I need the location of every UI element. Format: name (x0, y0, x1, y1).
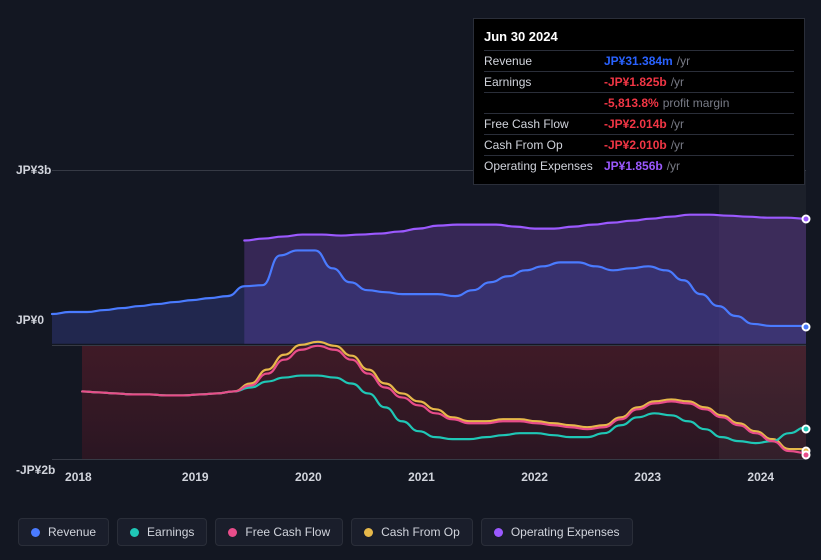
tooltip-row-label: Free Cash Flow (484, 117, 604, 131)
tooltip-date: Jun 30 2024 (484, 25, 794, 50)
tooltip-row-value: JP¥1.856b (604, 159, 663, 173)
legend-item-cash-from-op[interactable]: Cash From Op (351, 518, 473, 546)
x-axis-tick: 2020 (295, 470, 322, 484)
tooltip-row-label: Earnings (484, 75, 604, 89)
tooltip-row-suffix: /yr (671, 138, 684, 152)
tooltip-subrow: -5,813.8% profit margin (484, 92, 794, 113)
legend-dot-icon (130, 528, 139, 537)
legend-item-revenue[interactable]: Revenue (18, 518, 109, 546)
legend-dot-icon (494, 528, 503, 537)
tooltip-subrow-value: -5,813.8% (604, 96, 659, 110)
legend-item-earnings[interactable]: Earnings (117, 518, 207, 546)
tooltip-row: Earnings-JP¥1.825b/yr (484, 71, 794, 92)
legend-item-free-cash-flow[interactable]: Free Cash Flow (215, 518, 343, 546)
legend-label: Operating Expenses (511, 525, 620, 539)
tooltip-row: Operating ExpensesJP¥1.856b/yr (484, 155, 794, 176)
tooltip-row: Free Cash Flow-JP¥2.014b/yr (484, 113, 794, 134)
tooltip-row-suffix: /yr (667, 159, 680, 173)
legend-dot-icon (31, 528, 40, 537)
tooltip-row-label: Operating Expenses (484, 159, 604, 173)
series-end-marker (802, 323, 811, 332)
x-axis: 2018 2019 2020 2021 2022 2023 2024 (52, 470, 806, 490)
x-axis-tick: 2018 (65, 470, 92, 484)
x-axis-tick: 2021 (408, 470, 435, 484)
x-axis-tick: 2024 (747, 470, 774, 484)
legend-dot-icon (364, 528, 373, 537)
legend-label: Cash From Op (381, 525, 460, 539)
legend-label: Free Cash Flow (245, 525, 330, 539)
financials-chart[interactable]: JP¥3bJP¥0-JP¥2b 201820192020202120222023… (16, 170, 806, 476)
x-axis-tick: 2023 (634, 470, 661, 484)
tooltip-row-value: -JP¥2.010b (604, 138, 667, 152)
series-line-free-cash-flow (82, 346, 806, 453)
y-axis-label: JP¥3b (16, 163, 51, 177)
series-svg (52, 171, 806, 459)
tooltip-row-suffix: /yr (671, 117, 684, 131)
y-axis-label: -JP¥2b (16, 463, 55, 477)
legend-label: Revenue (48, 525, 96, 539)
series-line-earnings (82, 376, 806, 444)
legend: Revenue Earnings Free Cash Flow Cash From O… (18, 518, 633, 546)
tooltip-row: RevenueJP¥31.384m/yr (484, 50, 794, 71)
tooltip-row-label: Revenue (484, 54, 604, 68)
data-tooltip: Jun 30 2024 RevenueJP¥31.384m/yrEarnings… (473, 18, 805, 185)
tooltip-row-value: JP¥31.384m (604, 54, 673, 68)
tooltip-row: Cash From Op-JP¥2.010b/yr (484, 134, 794, 155)
y-axis-label: JP¥0 (16, 313, 44, 327)
legend-label: Earnings (147, 525, 194, 539)
legend-dot-icon (228, 528, 237, 537)
tooltip-subrow-suffix: profit margin (663, 96, 730, 110)
tooltip-row-suffix: /yr (671, 75, 684, 89)
series-end-marker (802, 425, 811, 434)
tooltip-row-value: -JP¥2.014b (604, 117, 667, 131)
legend-item-operating-expenses[interactable]: Operating Expenses (481, 518, 633, 546)
tooltip-row-suffix: /yr (677, 54, 690, 68)
x-axis-tick: 2019 (182, 470, 209, 484)
tooltip-row-label: Cash From Op (484, 138, 604, 152)
plot-area (52, 170, 806, 460)
series-end-marker (802, 215, 811, 224)
series-end-marker (802, 451, 811, 460)
tooltip-row-value: -JP¥1.825b (604, 75, 667, 89)
x-axis-tick: 2022 (521, 470, 548, 484)
